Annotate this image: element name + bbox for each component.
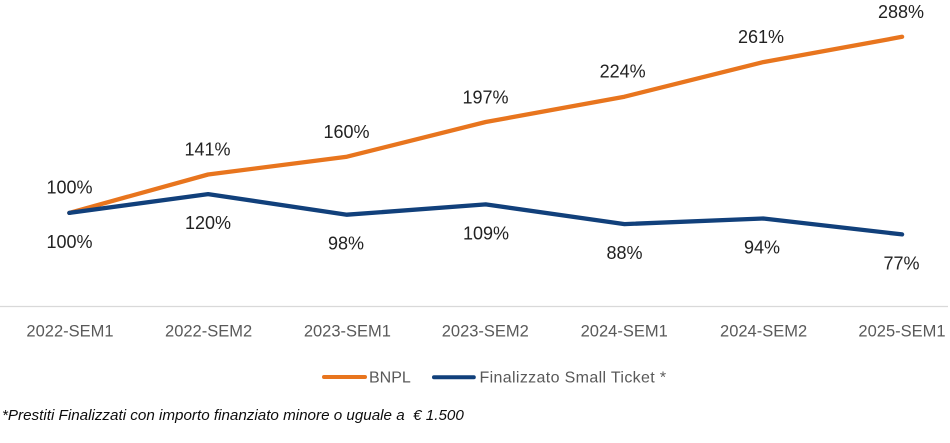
svg-text:261%: 261% [738,27,784,47]
svg-text:2023-SEM2: 2023-SEM2 [442,322,529,340]
svg-text:109%: 109% [463,224,509,244]
svg-text:2022-SEM1: 2022-SEM1 [26,322,113,340]
svg-text:141%: 141% [184,140,230,160]
svg-text:Finalizzato Small Ticket *: Finalizzato Small Ticket * [480,369,667,386]
svg-text:2025-SEM1: 2025-SEM1 [858,322,945,340]
svg-text:100%: 100% [46,232,92,252]
svg-text:2023-SEM1: 2023-SEM1 [304,322,391,340]
svg-text:BNPL: BNPL [369,369,411,386]
svg-text:197%: 197% [462,88,508,108]
svg-text:2024-SEM1: 2024-SEM1 [581,322,668,340]
svg-text:77%: 77% [883,254,919,274]
svg-text:100%: 100% [46,178,92,198]
svg-text:98%: 98% [328,234,364,254]
svg-text:*Prestiti Finalizzati con impo: *Prestiti Finalizzati con importo finanz… [2,407,464,424]
svg-text:94%: 94% [744,238,780,258]
svg-text:288%: 288% [878,2,924,22]
svg-text:88%: 88% [606,243,642,263]
svg-text:224%: 224% [600,62,646,82]
svg-text:120%: 120% [185,213,231,233]
svg-text:2022-SEM2: 2022-SEM2 [165,322,252,340]
svg-text:2024-SEM2: 2024-SEM2 [720,322,807,340]
svg-text:160%: 160% [323,122,369,142]
